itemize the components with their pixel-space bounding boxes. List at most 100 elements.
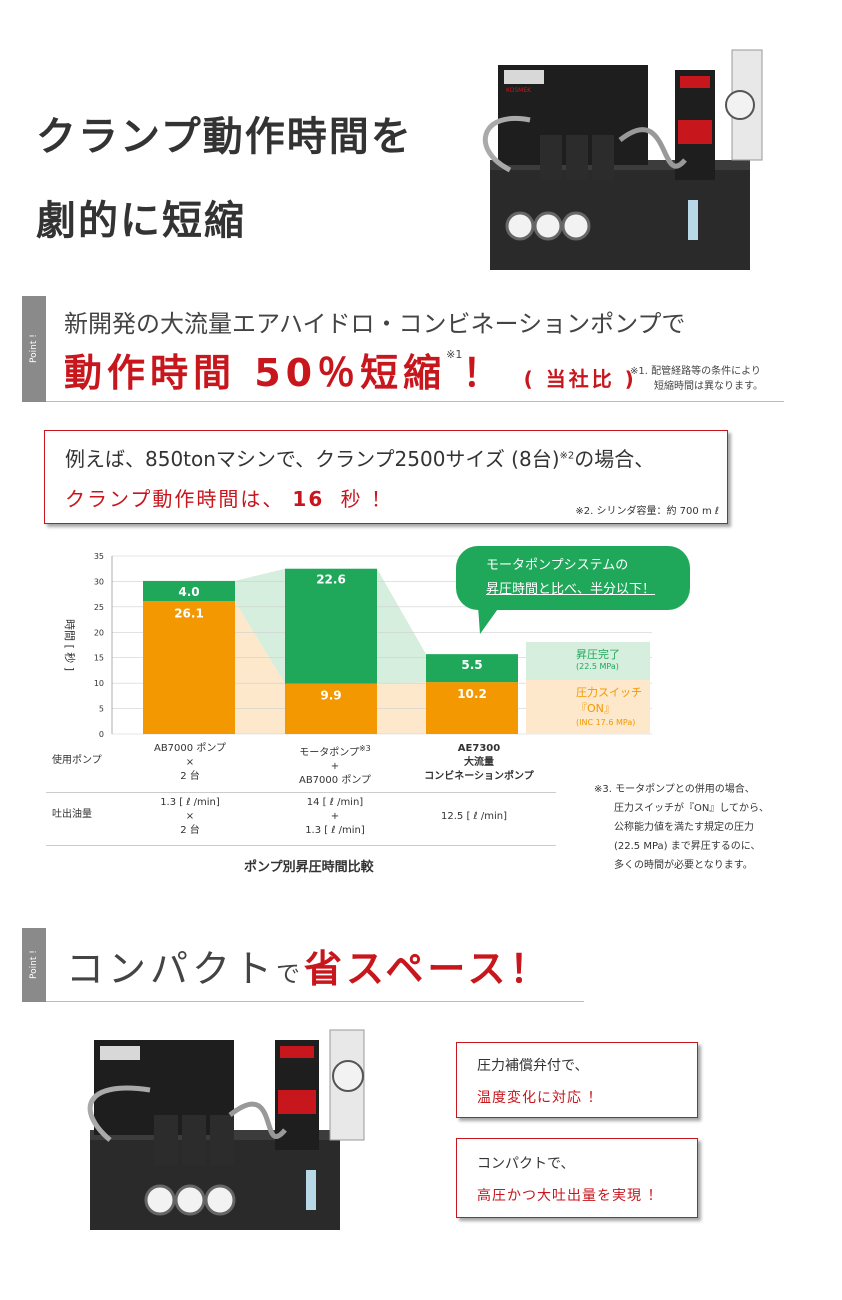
bubble-tail	[478, 606, 500, 634]
y-tick-label: 5	[99, 705, 104, 714]
feature-box-1: 圧力補償弁付で、 温度変化に対応 ！	[456, 1042, 698, 1118]
flow3-cell: 12.5 [ ℓ /min]	[441, 811, 507, 822]
point-label-2: Point !	[29, 950, 39, 979]
flow1-l2: ×	[185, 811, 195, 822]
data-label-green: 4.0	[178, 585, 199, 599]
compact-unit-image	[87, 1029, 365, 1230]
legend-green-title: 昇圧完了	[576, 648, 620, 661]
connector-green	[235, 568, 285, 684]
feature2-line2: 高圧かつ大吐出量を実現 ！	[477, 1188, 663, 1204]
feature1-line2: 温度変化に対応 ！	[477, 1090, 603, 1106]
y-axis-label: 時間 [ 秒 ]	[63, 619, 77, 671]
headline-excl: ！	[462, 351, 506, 395]
headline-sup: ※1	[446, 348, 463, 361]
hydraulic-unit-image: KOSMEK	[482, 49, 763, 270]
note2: ※2. シリンダ容量：約 700 m ℓ	[575, 506, 719, 517]
flow2-cell: 14 [ ℓ /min] + 1.3 [ ℓ /min]	[280, 796, 390, 838]
y-tick-label: 25	[94, 603, 104, 612]
pump2-sup: ※3	[358, 744, 371, 753]
y-tick-label: 0	[99, 730, 104, 739]
pump1-l2: ×	[185, 757, 195, 768]
legend-orange-sub: (INC 17.6 MPa)	[576, 718, 636, 727]
hero-title-line2: 劇的に短縮	[36, 198, 246, 244]
flow1-cell: 1.3 [ ℓ /min] × 2 台	[140, 796, 240, 838]
legend-green-sub: (22.5 MPa)	[576, 662, 619, 671]
note1-line1: ※1. 配管経路等の条件により	[630, 366, 761, 377]
pump3-l2: 大流量	[464, 757, 494, 768]
data-label-orange: 9.9	[320, 689, 341, 703]
headline-text: 動作時間 50％短縮	[64, 351, 447, 395]
bubble-line1: モータポンプシステムの	[486, 558, 629, 573]
feature-box-2: コンパクトで、 高圧かつ大吐出量を実現 ！	[456, 1138, 698, 1218]
section2-headline: コンパクトで省スペース！	[66, 938, 551, 993]
legend-orange-title: 圧力スイッチ	[576, 686, 642, 699]
table-divider2	[46, 845, 556, 846]
hero-title-line1: クランプ動作時間を	[36, 114, 413, 160]
note3-l1: ※3. モータポンプとの併用の場合、	[594, 784, 755, 795]
legend-orange-title2: 『ON』	[576, 702, 615, 715]
example-line1: 例えば、850tonマシンで、クランプ2500サイズ (8台)※2の場合、	[65, 443, 654, 472]
feature1-line1: 圧力補償弁付で、	[477, 1058, 589, 1074]
row1-label: 使用ポンプ	[52, 755, 102, 766]
example-line1-b: の場合、	[574, 447, 655, 471]
point-label: Point !	[29, 334, 39, 363]
flow2-l3: 1.3 [ ℓ /min]	[305, 825, 365, 836]
note3: ※3. モータポンプとの併用の場合、 圧力スイッチが『ON』してから、 公称能力…	[594, 780, 794, 875]
speech-bubble: モータポンプシステムの 昇圧時間と比べ、半分以下！	[456, 546, 690, 610]
data-label-orange: 26.1	[174, 606, 204, 620]
pump1-cell: AB7000 ポンプ × 2 台	[140, 742, 240, 784]
headline-suffix: ( 当社比 )	[523, 367, 637, 391]
pump3-l1: AE7300	[457, 743, 501, 754]
headline2-a: コンパクト	[66, 947, 277, 991]
pump2-l1: モータポンプ	[299, 747, 359, 759]
section1-divider	[46, 401, 784, 402]
example-sup: ※2	[559, 450, 575, 462]
note3-l5: 多くの時間が必要となります。	[614, 860, 753, 871]
note1-line2: 短縮時間は異なります。	[654, 381, 763, 392]
pump2-l3: AB7000 ポンプ	[298, 775, 372, 787]
row2-label: 吐出油量	[52, 809, 92, 820]
bar-green	[285, 568, 377, 684]
point-marker: Point !	[22, 296, 46, 402]
pump2-l2: +	[330, 761, 340, 773]
machine-brand: KOSMEK	[506, 87, 532, 94]
y-tick-label: 20	[94, 628, 104, 637]
chart-title: ポンプ別昇圧時間比較	[244, 860, 374, 875]
pump1-l1: AB7000 ポンプ	[153, 743, 227, 754]
flow1-l3: 2 台	[180, 825, 200, 836]
legend-orange: 圧力スイッチ 『ON』 (INC 17.6 MPa)	[526, 680, 650, 734]
feature2-line1: コンパクトで、	[477, 1156, 575, 1172]
example-line1-a: 例えば、850tonマシンで、クランプ2500サイズ (8台)	[65, 447, 560, 471]
section2-divider	[46, 1001, 584, 1002]
y-tick-label: 15	[94, 654, 104, 663]
section1-headline: 動作時間 50％短縮※1！ ( 当社比 )	[64, 342, 637, 397]
bar-orange	[426, 682, 518, 734]
bar-orange	[285, 683, 377, 734]
note3-l4: (22.5 MPa) まで昇圧するのに、	[614, 841, 761, 852]
note3-l2: 圧力スイッチが『ON』してから、	[614, 803, 770, 814]
pump2-cell: モータポンプ※3 + AB7000 ポンプ	[280, 742, 390, 788]
bar-green	[426, 654, 518, 683]
y-tick-label: 10	[94, 679, 104, 688]
bar-orange	[143, 601, 235, 734]
y-tick-label: 30	[94, 577, 104, 586]
section1-lead: 新開発の大流量エアハイドロ・コンビネーションポンプで	[64, 310, 686, 338]
example-seconds: 16	[292, 487, 325, 511]
connector-orange	[235, 601, 285, 734]
point-marker-2: Point !	[22, 928, 46, 1002]
pump1-l3: 2 台	[180, 771, 200, 782]
pump3-l3: コンビネーションポンプ	[424, 771, 534, 782]
connector-green	[377, 568, 426, 684]
example-line2-b: 秒 ！	[332, 487, 393, 511]
flow1-l1: 1.3 [ ℓ /min]	[160, 797, 220, 808]
headline2-c: 省スペース！	[304, 947, 552, 991]
bubble-line2: 昇圧時間と比べ、半分以下！	[486, 582, 656, 597]
y-tick-label: 35	[94, 552, 104, 561]
example-line2-a: クランプ動作時間は、	[65, 487, 285, 511]
headline2-b: で	[276, 960, 305, 988]
bar-green	[143, 580, 235, 602]
table-divider1	[46, 792, 556, 793]
pump3-cell: AE7300 大流量 コンビネーションポンプ	[414, 742, 544, 784]
legend-green: 昇圧完了 (22.5 MPa)	[526, 642, 650, 680]
flow2-l1: 14 [ ℓ /min]	[306, 797, 364, 808]
